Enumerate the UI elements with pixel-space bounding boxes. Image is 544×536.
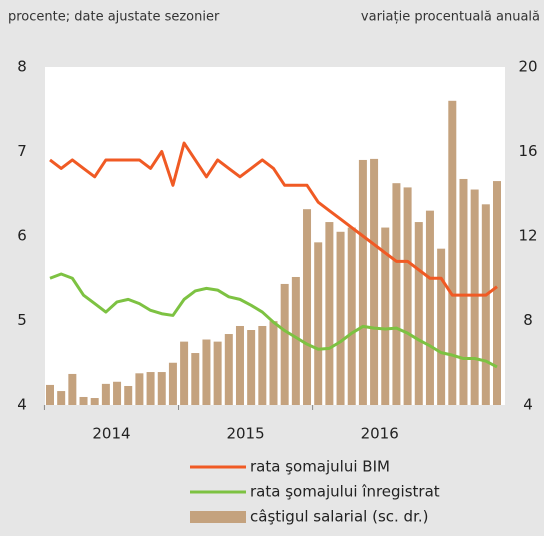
bar [414, 222, 423, 405]
bar [258, 325, 267, 405]
y-tick-label: 4 [17, 396, 27, 414]
y-tick-label: 8 [17, 58, 27, 76]
bar [46, 384, 54, 405]
bar [224, 334, 233, 405]
bar [392, 183, 401, 405]
y2-tick-label: 8 [523, 311, 533, 329]
bar [280, 283, 289, 405]
bar [481, 204, 490, 405]
y2-tick-label: 12 [518, 227, 537, 245]
legend-label: rata şomajului BIM [250, 458, 390, 476]
bar [425, 210, 434, 405]
bar [347, 227, 356, 405]
bar [314, 242, 323, 405]
bar [113, 381, 122, 405]
bar [168, 362, 177, 405]
bar [235, 325, 244, 405]
bar [303, 209, 312, 405]
bar [269, 321, 278, 405]
bar [247, 330, 256, 405]
bar [79, 396, 88, 405]
line [49, 141, 498, 297]
bar [403, 187, 412, 405]
bar [180, 341, 189, 405]
subtitle: procente; date ajustate sezonier [8, 10, 220, 25]
x-tick-label: 2015 [226, 425, 264, 443]
bar [336, 231, 345, 405]
bar [470, 189, 479, 405]
y2-tick-label: 20 [518, 58, 537, 76]
bar [202, 339, 211, 405]
y2-tick-label: 16 [518, 142, 537, 160]
bar [370, 158, 379, 405]
y2-tick-label: 4 [523, 396, 533, 414]
y-tick-label: 5 [17, 311, 27, 329]
line [49, 272, 498, 369]
bar [325, 222, 334, 405]
y2-axis-label: variație procentuală anuală [361, 10, 540, 25]
bar [493, 181, 501, 405]
bar [90, 398, 99, 405]
bar [146, 372, 155, 405]
bar [124, 385, 133, 405]
bar [191, 353, 200, 405]
y-tick-label: 6 [17, 227, 27, 245]
bar [57, 391, 66, 405]
bar [291, 276, 300, 405]
bar [101, 383, 110, 405]
x-tick-label: 2016 [361, 425, 399, 443]
x-tick-label: 2014 [92, 425, 130, 443]
legend-label: câştigul salarial (sc. dr.) [250, 508, 428, 526]
bar [135, 373, 144, 405]
legend-label: rata şomajului înregistrat [250, 483, 440, 501]
bar [381, 227, 390, 405]
legend-swatch [190, 511, 246, 523]
y-tick-label: 7 [17, 142, 27, 160]
bar [448, 100, 457, 406]
bar [358, 159, 367, 405]
bar [157, 372, 166, 405]
bar [437, 248, 446, 405]
bar [68, 373, 77, 405]
bar [213, 341, 222, 405]
bar [459, 178, 468, 405]
